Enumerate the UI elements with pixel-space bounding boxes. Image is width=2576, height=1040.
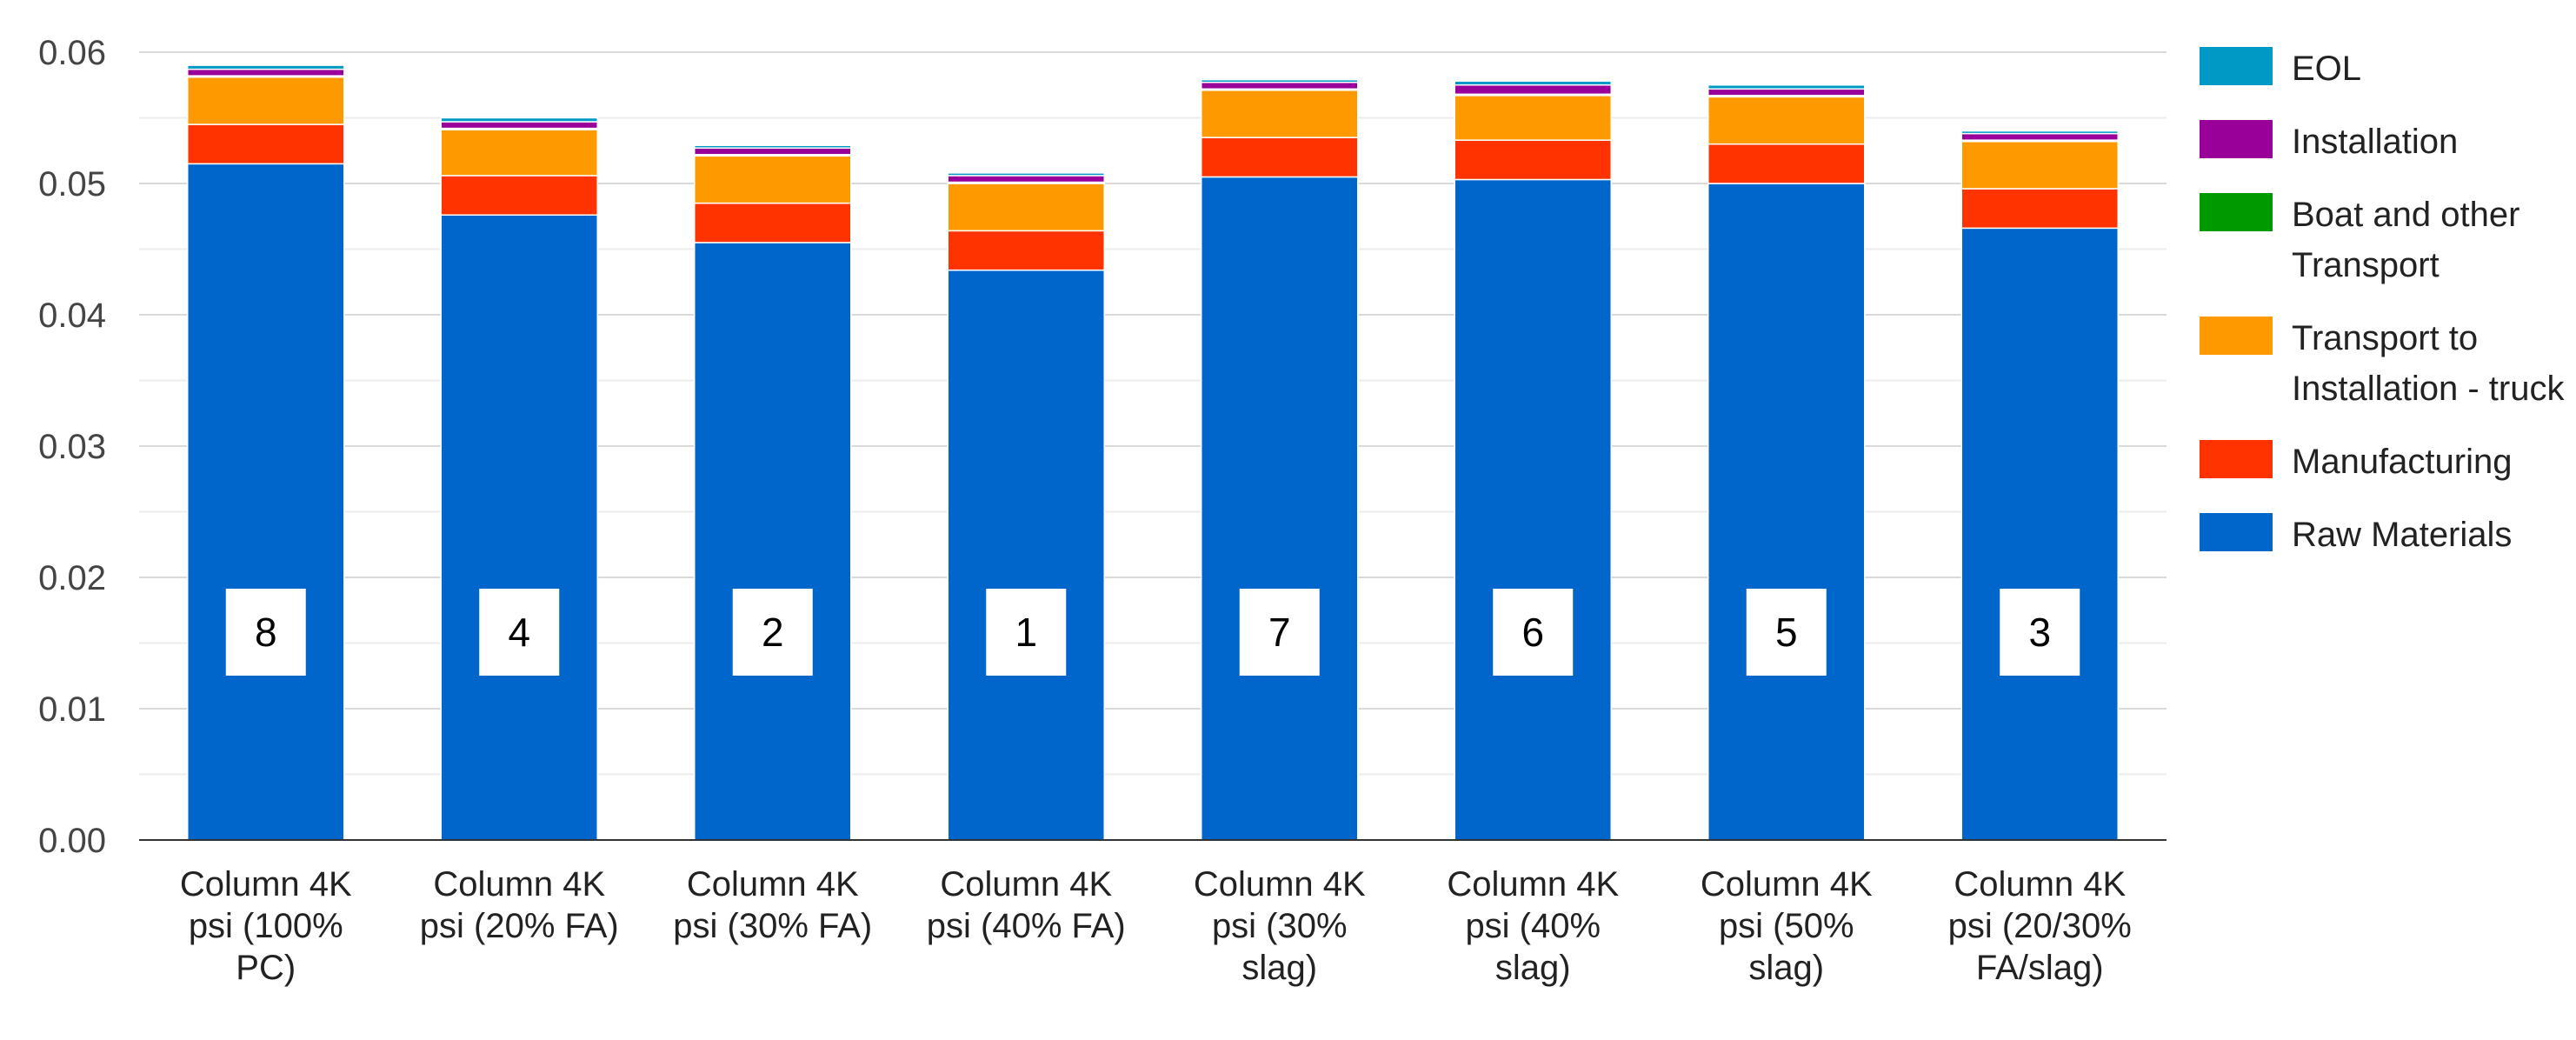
y-axis-ticks: 0.00 0.01 0.02 0.03 0.04 0.05 0.06 [38,34,106,860]
bar-segment-eol-4[interactable] [947,172,1105,177]
bar-segment-eol-5[interactable] [1201,78,1359,83]
rank-label-8: 3 [2028,610,2051,655]
legend-swatch-installation [2200,120,2273,158]
legend-item-truck-transport[interactable]: Transport to Installation - truck [2200,313,2565,414]
y-tick-label: 0.02 [38,559,106,597]
rank-box-5 [1239,589,1320,676]
bar-segment-transport-to-installation-truck-3[interactable] [694,155,852,204]
bar-segment-transport-to-installation-truck-4[interactable] [947,183,1105,232]
legend-item-eol[interactable]: EOL [2200,43,2565,94]
y-tick-label: 0.04 [38,297,106,335]
legend: EOL Installation Boat and other Transpor… [2200,43,2565,583]
rank-box-3 [732,589,813,676]
y-tick-label: 0.05 [38,165,106,203]
x-tick-label-2: Column 4K psi (20% FA) [420,865,619,945]
rank-label-1: 8 [255,610,277,655]
bar-segment-installation-3[interactable] [694,147,852,156]
bar-segment-raw-materials-7[interactable] [1707,183,1866,841]
legend-label-raw-materials: Raw Materials [2292,516,2513,554]
y-tick-label: 0.03 [38,428,106,466]
bar-segment-eol-3[interactable] [694,144,852,149]
rank-box-6 [1493,589,1574,676]
bar-segment-manufacturing-5[interactable] [1201,137,1359,178]
bar-segment-raw-materials-5[interactable] [1201,176,1359,841]
bar-segment-transport-to-installation-truck-7[interactable] [1707,96,1866,145]
rank-box-4 [986,589,1067,676]
y-tick-label: 0.06 [38,34,106,72]
x-tick-label-7: Column 4K psi (50% slag) [1701,865,1873,987]
bar-segment-manufacturing-2[interactable] [440,175,598,216]
legend-swatch-manufacturing [2200,440,2273,478]
bar-segment-manufacturing-7[interactable] [1707,143,1866,184]
x-tick-label-3: Column 4K psi (30% FA) [673,865,872,945]
rank-label-5: 7 [1268,610,1291,655]
y-tick-label: 0.00 [38,822,106,860]
legend-swatch-raw-materials [2200,513,2273,551]
bar-segment-raw-materials-6[interactable] [1454,178,1612,841]
bar-segment-installation-4[interactable] [947,175,1105,183]
legend-label-installation: Installation [2292,123,2459,161]
legend-item-manufacturing[interactable]: Manufacturing [2200,437,2565,487]
bar-segment-raw-materials-8[interactable] [1960,227,2119,841]
bar-segment-raw-materials-3[interactable] [694,242,852,841]
legend-item-raw-materials[interactable]: Raw Materials [2200,510,2565,560]
x-tick-label-8: Column 4K psi (20/30% FA/slag) [1948,865,2132,987]
rank-box-2 [479,589,560,676]
bar-segment-eol-1[interactable] [187,64,345,70]
bar-segment-installation-8[interactable] [1960,132,2119,141]
rank-box-8 [2000,589,2080,676]
y-tick-label: 0.01 [38,690,106,729]
bar-segment-installation-1[interactable] [187,68,345,77]
bar-segment-installation-5[interactable] [1201,81,1359,90]
bar-segment-transport-to-installation-truck-2[interactable] [440,129,598,177]
bar-segment-transport-to-installation-truck-6[interactable] [1454,95,1612,141]
legend-swatch-truck-transport [2200,317,2273,355]
legend-swatch-boat-transport [2200,193,2273,231]
legend-label-boat-transport: Boat and other Transport [2292,196,2520,284]
bar-segment-transport-to-installation-truck-8[interactable] [1960,140,2119,190]
x-tick-label-4: Column 4K psi (40% FA) [927,865,1126,945]
legend-label-truck-transport: Transport to Installation - truck [2292,319,2565,408]
legend-swatch-eol [2200,47,2273,85]
legend-label-eol: EOL [2292,50,2362,88]
bar-segment-manufacturing-1[interactable] [187,123,345,165]
legend-item-installation[interactable]: Installation [2200,117,2565,167]
bar-segment-manufacturing-4[interactable] [947,230,1105,271]
bar-segment-raw-materials-4[interactable] [947,269,1105,841]
bar-segment-eol-2[interactable] [440,117,598,123]
rank-label-4: 1 [1015,610,1037,655]
rank-labels: 8 4 2 1 7 6 5 3 [225,589,2080,676]
bar-segment-installation-7[interactable] [1707,88,1866,97]
rank-label-6: 6 [1521,610,1544,655]
bar-segment-transport-to-installation-truck-5[interactable] [1201,90,1359,138]
x-tick-label-6: Column 4K psi (40% slag) [1447,865,1619,987]
bars [187,64,2119,841]
x-axis-labels: Column 4K psi (100% PC) Column 4K psi (20% F… [180,865,2132,987]
legend-item-boat-transport[interactable]: Boat and other Transport [2200,190,2565,290]
bar-segment-raw-materials-2[interactable] [440,214,598,841]
bar-segment-transport-to-installation-truck-1[interactable] [187,76,345,125]
bar-segment-manufacturing-3[interactable] [694,202,852,243]
bar-segment-manufacturing-8[interactable] [1960,188,2119,230]
rank-label-3: 2 [762,610,784,655]
bar-segment-manufacturing-6[interactable] [1454,139,1612,181]
x-tick-label-5: Column 4K psi (30% slag) [1194,865,1366,987]
legend-label-manufacturing: Manufacturing [2292,443,2513,481]
bar-segment-installation-2[interactable] [440,121,598,130]
rank-label-2: 4 [508,610,530,655]
bar-segment-eol-8[interactable] [1960,130,2119,135]
rank-box-7 [1746,589,1827,676]
bar-segment-raw-materials-1[interactable] [187,163,345,841]
rank-label-7: 5 [1775,610,1798,655]
rank-box-1 [225,589,306,676]
bar-segment-eol-7[interactable] [1707,84,1866,90]
bar-segment-eol-6[interactable] [1454,80,1612,86]
x-tick-label-1: Column 4K psi (100% PC) [180,865,352,987]
bar-segment-installation-6[interactable] [1454,84,1612,96]
